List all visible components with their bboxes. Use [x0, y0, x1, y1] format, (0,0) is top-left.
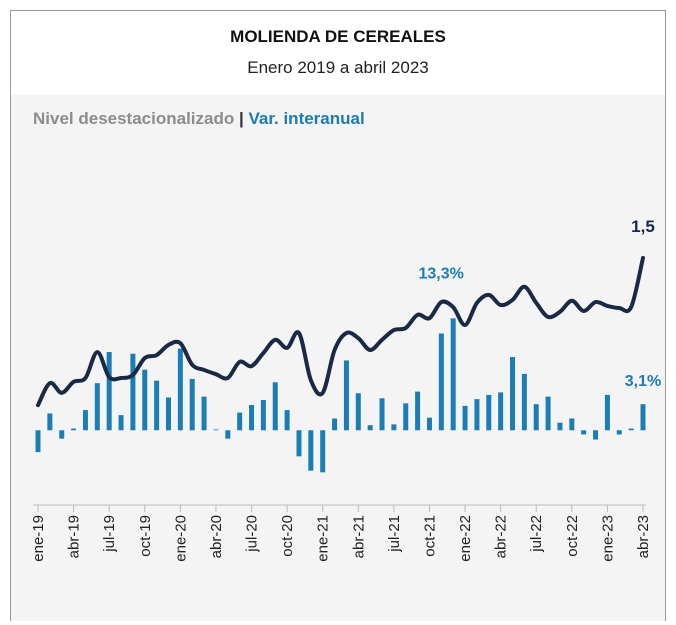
- bar: [462, 405, 468, 431]
- bar: [545, 396, 551, 431]
- bar: [569, 418, 575, 431]
- x-tick-label: jul-19: [101, 515, 118, 553]
- bar: [521, 373, 527, 431]
- bar: [47, 413, 53, 431]
- line: [36, 255, 645, 408]
- bar: [284, 410, 290, 431]
- bar: [343, 360, 349, 431]
- x-tick-label: abr-22: [493, 515, 510, 558]
- bar: [260, 399, 266, 431]
- legend-entry: Nivel desestacionalizado: [33, 109, 234, 128]
- bar: [225, 430, 231, 439]
- bar: [142, 369, 148, 431]
- bar: [355, 393, 361, 431]
- x-tick-label: oct-20: [279, 515, 296, 557]
- bar: [415, 391, 421, 431]
- bar: [640, 404, 646, 431]
- x-tick-label: jul-22: [528, 515, 545, 553]
- bar: [201, 396, 207, 431]
- bar: [604, 394, 610, 431]
- bar: [367, 425, 373, 431]
- bar: [71, 428, 77, 431]
- data-label: 1,5: [631, 217, 655, 236]
- x-tick-label: abr-21: [350, 515, 367, 558]
- bar: [177, 348, 183, 431]
- x-tick-label: ene-23: [599, 515, 616, 562]
- bar: [533, 404, 539, 431]
- x-tick-label: ene-19: [30, 515, 47, 562]
- x-tick-label: oct-19: [137, 515, 154, 557]
- bar: [403, 403, 409, 431]
- bar: [82, 410, 88, 431]
- bar: [154, 380, 160, 431]
- bar: [628, 428, 634, 431]
- data-label: 13,3%: [419, 265, 464, 282]
- bar: [59, 430, 65, 439]
- bar: [106, 352, 112, 431]
- bar: [296, 430, 302, 457]
- frame: [10, 10, 666, 625]
- bar: [213, 429, 219, 431]
- bar: [616, 430, 622, 435]
- bar: [332, 418, 338, 431]
- bar: [130, 353, 136, 431]
- bar: [510, 357, 516, 431]
- x-tick-label: ene-20: [172, 515, 189, 562]
- bar: [308, 430, 314, 471]
- x-tick-label: ene-22: [457, 515, 474, 562]
- bar: [379, 398, 385, 431]
- bar: [320, 430, 326, 473]
- bar: [438, 333, 444, 431]
- x-tick-label: abr-23: [635, 515, 652, 558]
- bar: [581, 430, 587, 435]
- bar: [474, 399, 480, 431]
- data-label: 3,1%: [625, 373, 661, 390]
- x-tick-label: oct-22: [564, 515, 581, 557]
- bar: [237, 412, 243, 431]
- bar: [94, 383, 100, 431]
- legend-entry: Var. interanual: [248, 109, 364, 128]
- bar: [498, 392, 504, 431]
- bar: [118, 415, 124, 431]
- bar: [593, 430, 599, 440]
- header: [11, 11, 665, 95]
- bar: [272, 382, 278, 431]
- legend-separator: |: [239, 109, 244, 128]
- x-tick-label: abr-19: [66, 515, 83, 558]
- x-tick-label: oct-21: [421, 515, 438, 557]
- chart-title: MOLIENDA DE CEREALES: [230, 27, 446, 46]
- bar: [557, 422, 563, 431]
- bar: [35, 430, 41, 453]
- x-tick-label: jul-21: [386, 515, 403, 553]
- bar: [249, 405, 255, 431]
- legend: Nivel desestacionalizado | Var. interanu…: [33, 109, 365, 128]
- x-tick-label: jul-20: [244, 515, 261, 553]
- bar: [486, 394, 492, 431]
- x-tick-label: ene-21: [315, 515, 332, 562]
- bar: [450, 318, 456, 431]
- chart-subtitle: Enero 2019 a abril 2023: [247, 58, 428, 77]
- bar: [426, 417, 432, 431]
- bar: [391, 424, 397, 431]
- x-tick-label: abr-20: [208, 515, 225, 558]
- bar: [165, 397, 171, 431]
- bar: [189, 378, 195, 431]
